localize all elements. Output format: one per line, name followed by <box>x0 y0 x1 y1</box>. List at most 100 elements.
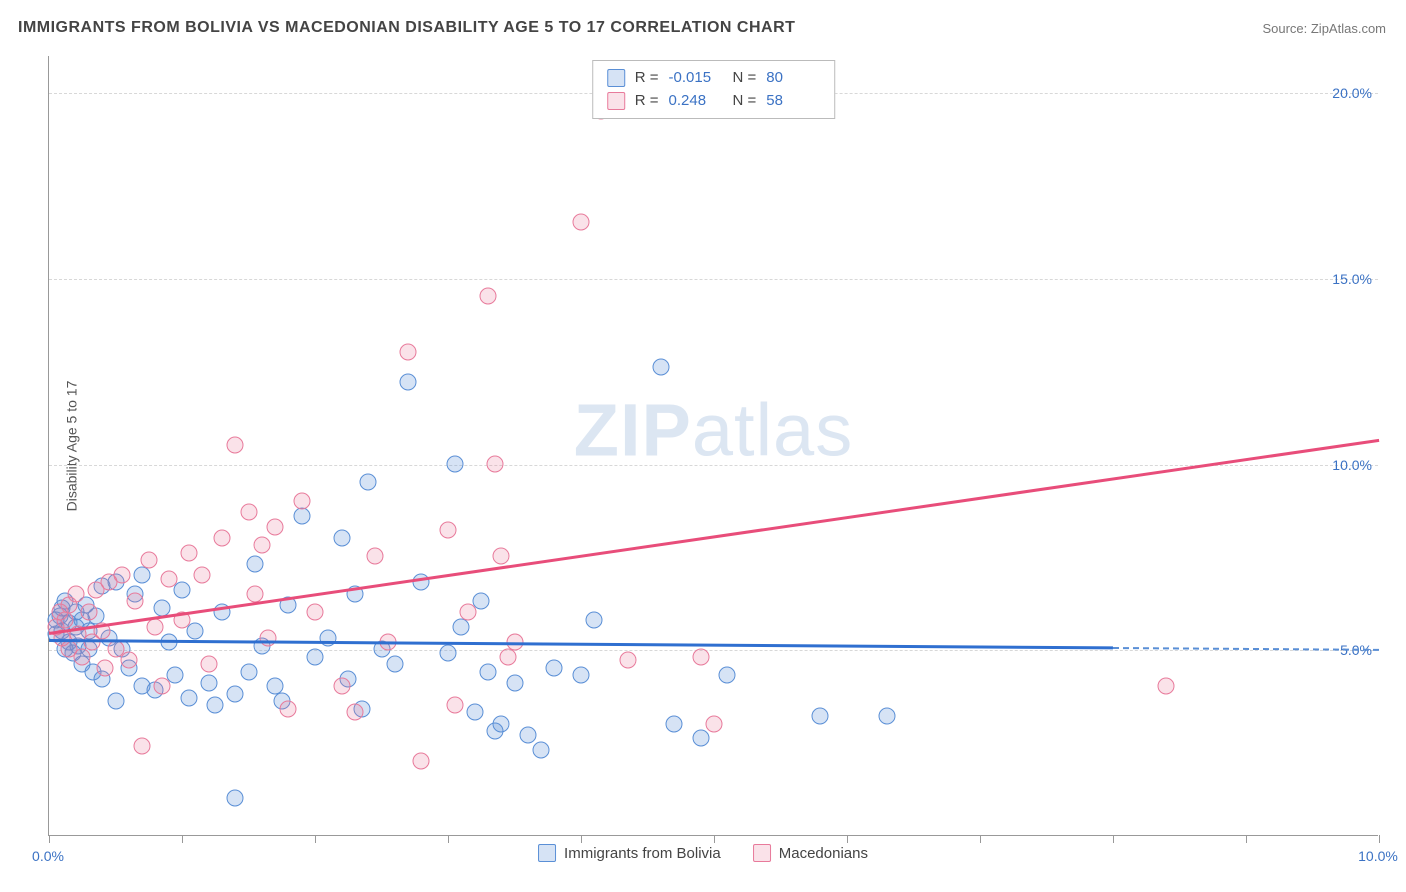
stat-r-value: 0.248 <box>669 90 723 113</box>
stat-r-value: -0.015 <box>669 67 723 90</box>
data-point-bolivia <box>227 789 244 806</box>
data-point-bolivia <box>240 663 257 680</box>
data-point-macedonia <box>253 537 270 554</box>
data-point-macedonia <box>260 630 277 647</box>
xtick-label: 0.0% <box>32 848 64 864</box>
data-point-bolivia <box>692 730 709 747</box>
data-point-bolivia <box>200 674 217 691</box>
stats-row-bolivia: R =-0.015N =80 <box>607 67 821 90</box>
data-point-macedonia <box>80 604 97 621</box>
trend-line-macedonia <box>49 439 1379 635</box>
legend-item-bolivia: Immigrants from Bolivia <box>538 844 721 862</box>
swatch-bolivia-icon <box>607 69 625 87</box>
data-point-bolivia <box>134 567 151 584</box>
data-point-macedonia <box>247 585 264 602</box>
data-point-macedonia <box>140 552 157 569</box>
data-point-bolivia <box>400 373 417 390</box>
legend-label: Immigrants from Bolivia <box>564 845 721 862</box>
data-point-macedonia <box>134 737 151 754</box>
data-point-bolivia <box>207 697 224 714</box>
stat-r-label: R = <box>635 90 659 113</box>
data-point-bolivia <box>333 529 350 546</box>
gridline <box>49 650 1378 651</box>
data-point-macedonia <box>74 648 91 665</box>
data-point-macedonia <box>479 288 496 305</box>
gridline <box>49 279 1378 280</box>
data-point-bolivia <box>586 611 603 628</box>
stat-n-value: 58 <box>766 90 820 113</box>
data-point-bolivia <box>493 715 510 732</box>
data-point-macedonia <box>400 344 417 361</box>
gridline <box>49 465 1378 466</box>
data-point-bolivia <box>666 715 683 732</box>
data-point-macedonia <box>366 548 383 565</box>
data-point-macedonia <box>619 652 636 669</box>
data-point-bolivia <box>187 622 204 639</box>
stat-n-label: N = <box>733 90 757 113</box>
data-point-macedonia <box>154 678 171 695</box>
data-point-bolivia <box>533 741 550 758</box>
data-point-bolivia <box>519 726 536 743</box>
data-point-bolivia <box>247 555 264 572</box>
data-point-bolivia <box>360 474 377 491</box>
swatch-bolivia-icon <box>538 844 556 862</box>
data-point-bolivia <box>440 645 457 662</box>
data-point-macedonia <box>96 659 113 676</box>
data-point-macedonia <box>446 697 463 714</box>
data-point-macedonia <box>692 648 709 665</box>
data-point-bolivia <box>573 667 590 684</box>
ytick-label: 10.0% <box>1332 457 1372 473</box>
data-point-macedonia <box>573 214 590 231</box>
data-point-macedonia <box>200 656 217 673</box>
data-point-macedonia <box>1158 678 1175 695</box>
data-point-macedonia <box>493 548 510 565</box>
data-point-macedonia <box>147 619 164 636</box>
data-point-macedonia <box>413 752 430 769</box>
data-point-macedonia <box>127 593 144 610</box>
xtick <box>847 835 848 843</box>
xtick <box>182 835 183 843</box>
stats-box: R =-0.015N =80R =0.248N =58 <box>592 60 836 119</box>
ytick-label: 15.0% <box>1332 271 1372 287</box>
stat-r-label: R = <box>635 67 659 90</box>
xtick <box>980 835 981 843</box>
data-point-bolivia <box>107 693 124 710</box>
ytick-label: 20.0% <box>1332 85 1372 101</box>
data-point-macedonia <box>114 567 131 584</box>
plot-area: ZIPatlas 5.0%10.0%15.0%20.0%R =-0.015N =… <box>48 56 1378 836</box>
data-point-bolivia <box>719 667 736 684</box>
xtick <box>581 835 582 843</box>
xtick <box>1379 835 1380 843</box>
data-point-macedonia <box>440 522 457 539</box>
xtick <box>448 835 449 843</box>
chart-source: Source: ZipAtlas.com <box>1262 21 1386 36</box>
data-point-macedonia <box>227 437 244 454</box>
xtick <box>1113 835 1114 843</box>
xtick-label: 10.0% <box>1358 848 1398 864</box>
data-point-bolivia <box>293 507 310 524</box>
data-point-macedonia <box>459 604 476 621</box>
data-point-bolivia <box>453 619 470 636</box>
data-point-macedonia <box>486 455 503 472</box>
data-point-bolivia <box>320 630 337 647</box>
data-point-macedonia <box>280 700 297 717</box>
data-point-macedonia <box>120 652 137 669</box>
data-point-macedonia <box>293 492 310 509</box>
data-point-macedonia <box>180 544 197 561</box>
legend-label: Macedonians <box>779 845 868 862</box>
data-point-macedonia <box>240 503 257 520</box>
data-point-bolivia <box>174 581 191 598</box>
data-point-macedonia <box>56 611 73 628</box>
swatch-macedonia-icon <box>753 844 771 862</box>
legend: Immigrants from Bolivia Macedonians <box>538 844 868 862</box>
swatch-macedonia-icon <box>607 92 625 110</box>
stat-n-label: N = <box>733 67 757 90</box>
data-point-macedonia <box>499 648 516 665</box>
data-point-bolivia <box>386 656 403 673</box>
data-point-bolivia <box>812 708 829 725</box>
data-point-bolivia <box>878 708 895 725</box>
data-point-macedonia <box>333 678 350 695</box>
data-point-bolivia <box>180 689 197 706</box>
stats-row-macedonia: R = 0.248 N = 58 <box>607 90 821 113</box>
data-point-macedonia <box>213 529 230 546</box>
